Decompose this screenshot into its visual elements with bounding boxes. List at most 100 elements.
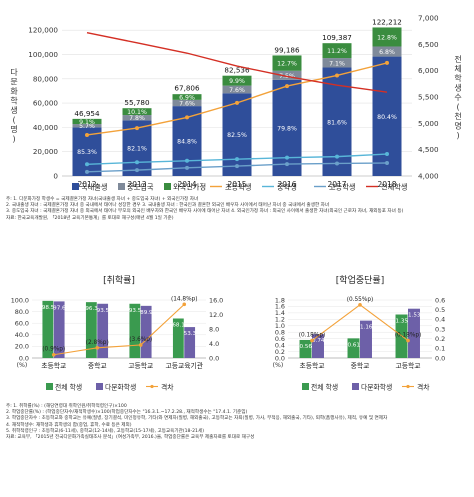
y-tick-right: 0.4 xyxy=(435,316,445,324)
gap-point xyxy=(310,338,314,343)
series-point xyxy=(85,169,89,174)
bar-percent-label: 82.5% xyxy=(227,132,247,139)
series-point xyxy=(185,165,189,170)
y-tick-right: 4,000 xyxy=(418,172,439,181)
legend-marker xyxy=(150,384,154,389)
x-tick-label: 고등교육기관 xyxy=(165,361,203,370)
unit-label: (%) xyxy=(273,362,284,369)
gap-line xyxy=(53,303,185,356)
y-tick-left: 1.6 xyxy=(275,303,285,311)
series-point xyxy=(385,161,389,166)
legend-label: 외국인가정 xyxy=(173,183,206,192)
note-line: 3. 학업중단자수 : 초등학교와 중학교는 유예(질병, 장기결석, 미인정유… xyxy=(6,416,388,422)
note-line: 주: 1. 다문화가정 학생수 = 국제결혼가정 자녀(국내출생 자녀 + 중도… xyxy=(6,197,199,202)
y-axis-title-right-char: ( xyxy=(456,103,459,112)
bar xyxy=(53,301,65,358)
x-tick-label: 2014 xyxy=(177,180,196,189)
y-tick-left: 60.0 xyxy=(15,320,29,328)
bar-value-label: 98.5 xyxy=(42,305,55,311)
notes-top: 주: 1. 다문화가정 학생수 = 국제결혼가정 자녀(국내출생 자녀 + 중도… xyxy=(6,197,403,222)
legend-swatch xyxy=(302,383,309,390)
y-tick-right: 16.0 xyxy=(209,296,223,304)
series-point xyxy=(85,132,89,137)
bar-total-label: 46,954 xyxy=(74,109,100,118)
bar-value-label: 93.5 xyxy=(97,308,110,314)
y-tick-right: 5,500 xyxy=(418,93,439,102)
bar-percent-label: 11.2% xyxy=(327,48,347,55)
bar-segment xyxy=(272,70,302,80)
legend-swatch xyxy=(72,183,79,190)
unit-label: (%) xyxy=(17,362,28,369)
y-axis-title-left-char: 명 xyxy=(10,124,17,134)
bar-segment xyxy=(72,124,102,128)
y-axis-title-right-char: 전 xyxy=(454,54,461,64)
series-point xyxy=(135,126,139,131)
y-tick-left: 40,000 xyxy=(33,123,59,132)
bar-segment xyxy=(72,118,102,125)
bar-percent-label: 7.6% xyxy=(179,100,195,107)
bar-percent-label: 9.1% xyxy=(79,119,95,126)
bar-segment xyxy=(222,85,252,94)
y-tick-right: 0.2 xyxy=(435,335,445,343)
gap-point xyxy=(182,302,187,307)
y-tick-right: 0.0 xyxy=(209,354,219,362)
legend-label: 전체학생 xyxy=(381,183,407,192)
series-point xyxy=(335,161,339,166)
y-axis-title-right-char: 체 xyxy=(454,64,461,74)
bar xyxy=(85,302,97,358)
note-line: 자료: 교육부, 「2015년 전국다문화가족실태조사 분석」(여성가족부, 2… xyxy=(6,435,255,441)
y-tick-right: 0.3 xyxy=(435,325,445,333)
y-tick-left: 0.0 xyxy=(19,354,29,362)
note-line: 주: 1. 취학률(%) : (해당연령대 취학인원/취학적령인구)×100 xyxy=(6,404,127,409)
gap-line xyxy=(311,304,409,342)
y-tick-left: 20.0 xyxy=(15,343,29,351)
legend-label: 전체 학생 xyxy=(311,382,338,391)
bar-percent-label: 85.3% xyxy=(77,149,97,156)
series-point xyxy=(185,158,189,163)
bar-percent-label: 82.1% xyxy=(127,146,147,153)
x-tick-label: 2018 xyxy=(377,180,396,189)
y-tick-right: 5,000 xyxy=(418,119,439,128)
x-tick-label: 중학교 xyxy=(88,361,107,370)
bar-value-label: 68.1 xyxy=(172,323,185,329)
y-tick-left: 0.8 xyxy=(275,329,285,337)
bar-percent-label: 81.6% xyxy=(327,119,347,126)
gap-point xyxy=(138,343,143,347)
series-point xyxy=(335,154,339,159)
bar xyxy=(42,300,54,358)
x-tick-label: 중학교 xyxy=(351,361,370,370)
y-tick-left: 0.0 xyxy=(275,354,285,362)
bar-total-label: 82,536 xyxy=(224,66,250,75)
bar-value-label: 93.5 xyxy=(129,308,142,314)
legend-swatch xyxy=(96,383,103,390)
y-axis-title-left-char: ) xyxy=(12,135,15,144)
bar-percent-label: 10.1% xyxy=(127,109,147,116)
bar-percent-label: 79.8% xyxy=(277,125,297,132)
gap-point xyxy=(406,338,410,343)
y-tick-left: 0.4 xyxy=(275,341,285,349)
y-axis-title-right-char: 수 xyxy=(454,93,461,102)
bar xyxy=(97,303,109,358)
y-tick-left: 1.4 xyxy=(275,309,285,317)
gap-point xyxy=(95,346,100,350)
series-point xyxy=(235,157,239,162)
bar-value-label: 0.56 xyxy=(300,344,313,350)
series-point xyxy=(135,168,139,173)
series-point xyxy=(135,160,139,165)
bar-value-label: 96.3 xyxy=(85,306,98,312)
bar-total-label: 67,806 xyxy=(174,84,200,93)
bar-percent-label: 9.9% xyxy=(229,78,245,85)
y-axis-title-left-char: 화 xyxy=(10,87,18,96)
chart-title: [학업중단률] xyxy=(336,275,384,286)
bar-segment xyxy=(172,99,202,107)
bar xyxy=(299,339,312,358)
series-point xyxy=(185,115,189,120)
y-tick-left: 0.2 xyxy=(275,348,285,356)
series-point xyxy=(85,162,89,167)
y-tick-right: 0.0 xyxy=(435,354,445,362)
gap-label: (0.55%p) xyxy=(347,297,374,303)
bar xyxy=(140,305,152,358)
bar-percent-label: 7.8% xyxy=(129,115,145,122)
series-point xyxy=(385,60,389,65)
bar-segment xyxy=(222,93,252,176)
